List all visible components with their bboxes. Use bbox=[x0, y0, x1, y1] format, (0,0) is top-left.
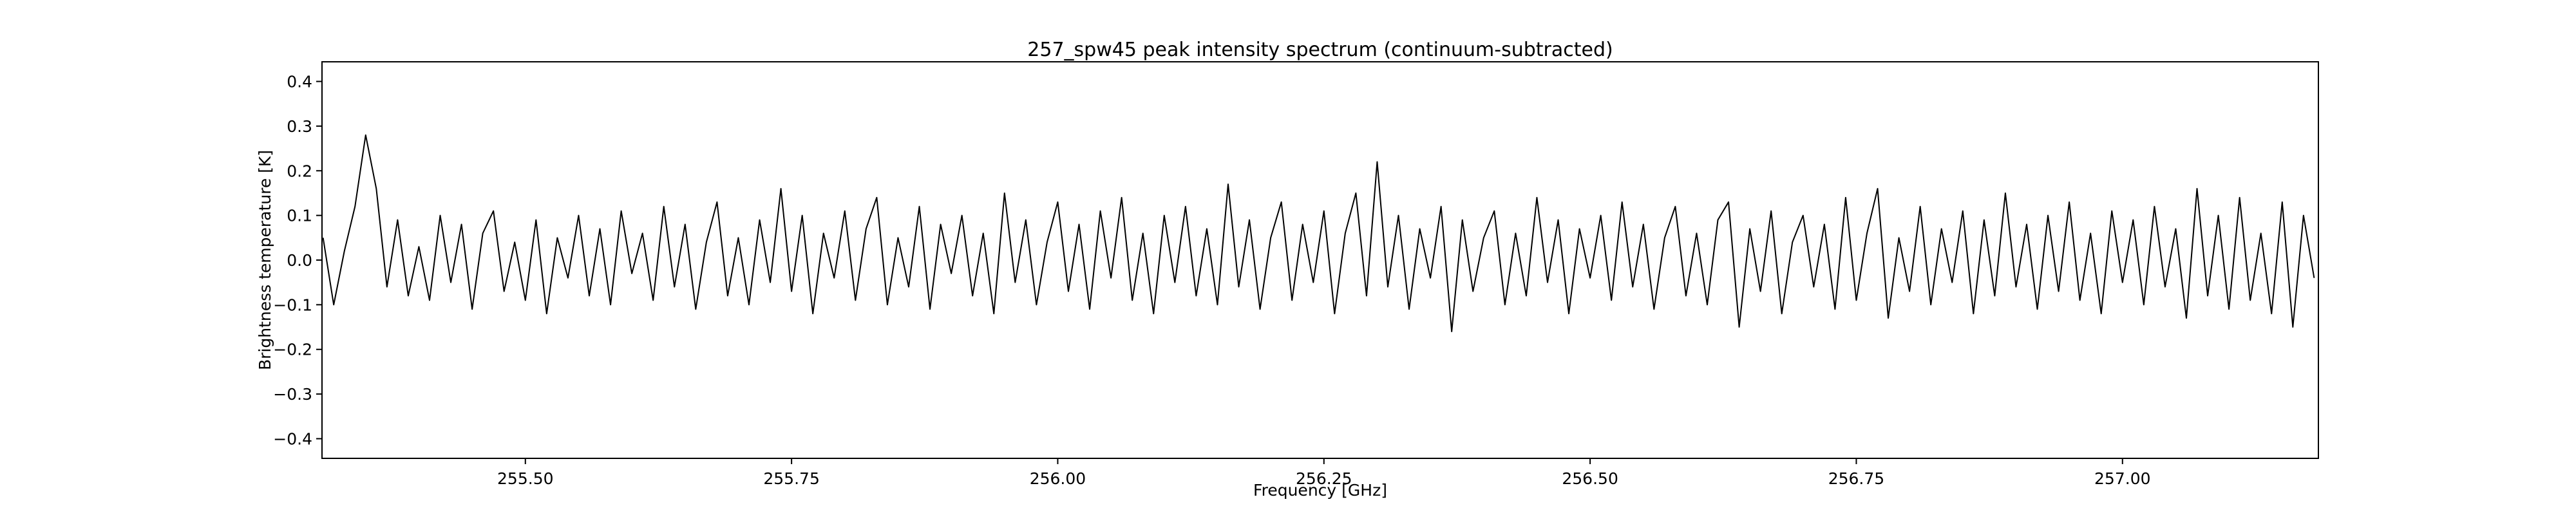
y-tick-label: 0.4 bbox=[287, 73, 312, 91]
x-tick-label: 256.00 bbox=[1030, 469, 1086, 488]
x-tick-label: 256.25 bbox=[1296, 469, 1352, 488]
y-tick-label: 0.2 bbox=[287, 162, 312, 180]
y-tick-label: −0.3 bbox=[273, 385, 312, 404]
x-tick-label: 256.75 bbox=[1828, 469, 1884, 488]
chart-title: 257_spw45 peak intensity spectrum (conti… bbox=[1027, 39, 1613, 61]
y-tick-label: −0.4 bbox=[273, 429, 312, 448]
x-tick-label: 257.00 bbox=[2094, 469, 2150, 488]
x-tick-label: 256.50 bbox=[1562, 469, 1618, 488]
x-tick-label: 255.50 bbox=[497, 469, 553, 488]
y-tick-label: −0.2 bbox=[273, 341, 312, 359]
y-tick-label: 0.3 bbox=[287, 117, 312, 136]
y-axis-label: Brightness temperature [K] bbox=[256, 150, 274, 370]
y-tick-label: 0.1 bbox=[287, 207, 312, 225]
plot-frame bbox=[321, 61, 2319, 459]
y-tick-label: −0.1 bbox=[273, 295, 312, 314]
x-axis-label: Frequency [GHz] bbox=[1253, 481, 1387, 500]
x-tick-label: 255.75 bbox=[763, 469, 819, 488]
spectrum-line bbox=[322, 134, 2315, 332]
y-tick-label: 0.0 bbox=[287, 251, 312, 270]
